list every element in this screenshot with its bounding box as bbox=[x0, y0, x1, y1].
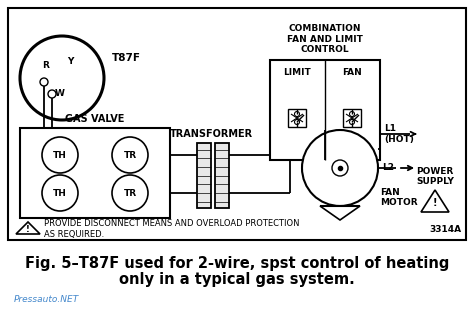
Text: R: R bbox=[43, 61, 49, 71]
Text: TH: TH bbox=[53, 150, 67, 160]
Text: TH: TH bbox=[53, 189, 67, 197]
Circle shape bbox=[349, 120, 355, 125]
Text: L1
(HOT): L1 (HOT) bbox=[384, 124, 414, 144]
Text: !: ! bbox=[433, 198, 437, 208]
Circle shape bbox=[48, 90, 56, 98]
Bar bbox=[343, 109, 361, 127]
Circle shape bbox=[42, 175, 78, 211]
Bar bbox=[8, 8, 466, 240]
Text: T87F: T87F bbox=[112, 53, 141, 63]
Text: 3314A: 3314A bbox=[430, 225, 462, 234]
Text: Fig. 5–T87F used for 2-wire, spst control of heating: Fig. 5–T87F used for 2-wire, spst contro… bbox=[25, 256, 449, 271]
Text: W: W bbox=[55, 89, 65, 99]
Polygon shape bbox=[421, 190, 449, 212]
Text: L2: L2 bbox=[382, 163, 394, 172]
Circle shape bbox=[302, 130, 378, 206]
Bar bbox=[215, 143, 229, 208]
Bar bbox=[270, 60, 380, 160]
Text: FAN: FAN bbox=[342, 68, 362, 77]
Bar bbox=[197, 143, 211, 208]
Polygon shape bbox=[16, 222, 40, 234]
Text: TR: TR bbox=[123, 150, 137, 160]
Text: Pressauto.NET: Pressauto.NET bbox=[14, 295, 79, 305]
Text: GAS VALVE: GAS VALVE bbox=[65, 114, 125, 124]
Circle shape bbox=[20, 36, 104, 120]
Text: LIMIT: LIMIT bbox=[283, 68, 311, 77]
Text: TRANSFORMER: TRANSFORMER bbox=[169, 129, 253, 139]
Text: POWER
SUPPLY: POWER SUPPLY bbox=[416, 167, 454, 186]
Text: only in a typical gas system.: only in a typical gas system. bbox=[119, 272, 355, 287]
Circle shape bbox=[349, 112, 355, 116]
Circle shape bbox=[294, 120, 300, 125]
Text: PROVIDE DISCONNECT MEANS AND OVERLOAD PROTECTION: PROVIDE DISCONNECT MEANS AND OVERLOAD PR… bbox=[44, 219, 300, 229]
Circle shape bbox=[40, 78, 48, 86]
Text: Y: Y bbox=[67, 58, 73, 66]
Text: COMBINATION
FAN AND LIMIT
CONTROL: COMBINATION FAN AND LIMIT CONTROL bbox=[287, 24, 363, 54]
Circle shape bbox=[42, 137, 78, 173]
Circle shape bbox=[294, 112, 300, 116]
Bar bbox=[288, 109, 306, 127]
Text: FAN
MOTOR: FAN MOTOR bbox=[380, 188, 418, 207]
Text: !: ! bbox=[26, 225, 30, 234]
Circle shape bbox=[332, 160, 348, 176]
Polygon shape bbox=[320, 206, 360, 220]
Circle shape bbox=[112, 137, 148, 173]
Circle shape bbox=[112, 175, 148, 211]
Bar bbox=[20, 128, 170, 218]
Text: TR: TR bbox=[123, 189, 137, 197]
Text: AS REQUIRED.: AS REQUIRED. bbox=[44, 230, 104, 238]
